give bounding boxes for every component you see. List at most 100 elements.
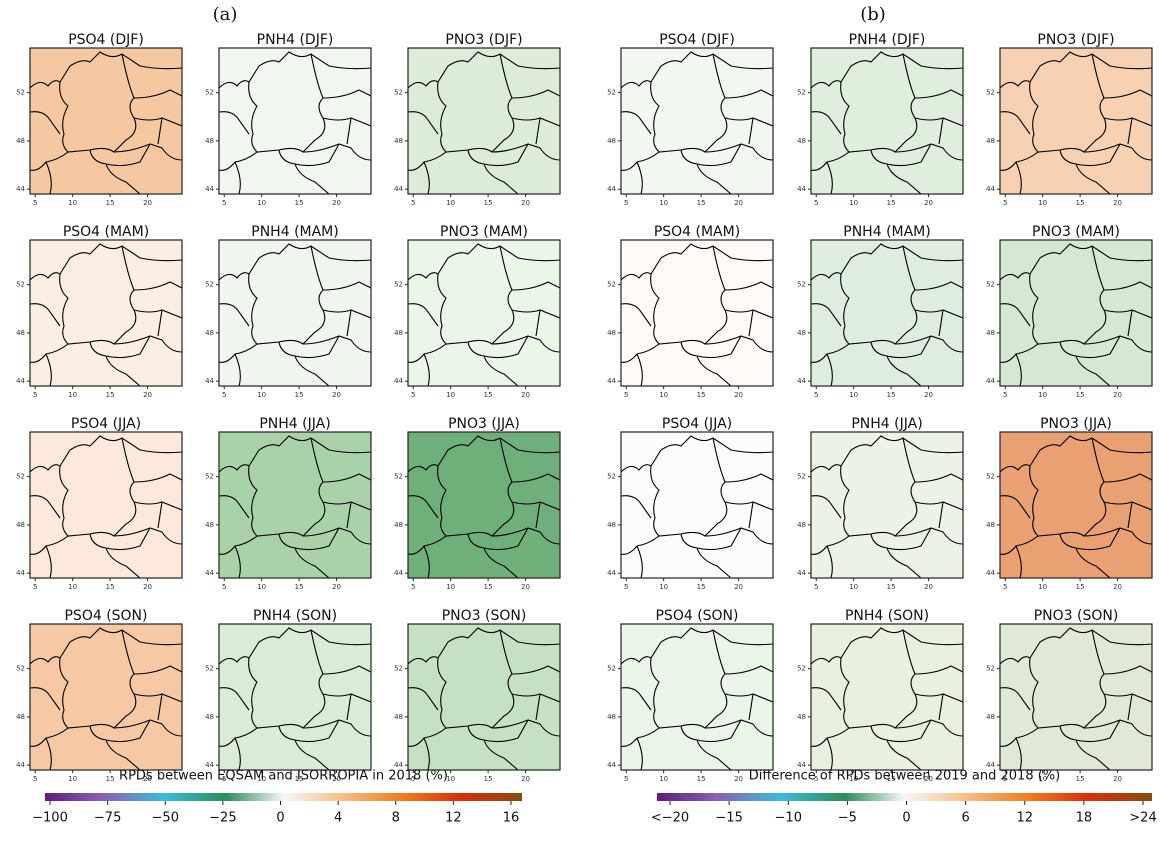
x-tick-label: 5 bbox=[222, 391, 226, 399]
y-tick-label: 48 bbox=[986, 329, 995, 337]
panel-title: PNH4 (DJF) bbox=[257, 32, 334, 48]
y-tick-label: 44 bbox=[607, 185, 616, 193]
x-tick-label: 10 bbox=[68, 583, 77, 591]
map-field bbox=[408, 432, 560, 578]
x-tick-label: 10 bbox=[1038, 199, 1047, 207]
body: { "axes": {"xticks": [5, 10, 15, 20], "y… bbox=[0, 0, 1171, 852]
x-tick-label: 20 bbox=[1113, 583, 1122, 591]
y-tick-label: 44 bbox=[607, 569, 616, 577]
y-tick-label: 44 bbox=[205, 185, 214, 193]
y-tick-label: 44 bbox=[986, 569, 995, 577]
x-tick-label: 5 bbox=[624, 583, 628, 591]
map-field bbox=[30, 48, 182, 194]
x-tick-label: 10 bbox=[659, 775, 668, 783]
y-tick-label: 52 bbox=[205, 473, 214, 481]
map-field bbox=[30, 432, 182, 578]
x-tick-label: 10 bbox=[1038, 391, 1047, 399]
y-tick-label: 48 bbox=[607, 137, 616, 145]
x-tick-label: 10 bbox=[659, 391, 668, 399]
panel-title: PNH4 (JJA) bbox=[851, 416, 922, 432]
x-tick-label: 5 bbox=[33, 199, 37, 207]
map-field bbox=[621, 624, 773, 770]
x-tick-label: 15 bbox=[106, 775, 115, 783]
y-tick-label: 44 bbox=[16, 185, 25, 193]
x-tick-label: 5 bbox=[624, 775, 628, 783]
x-tick-label: 5 bbox=[1003, 583, 1007, 591]
y-tick-label: 52 bbox=[797, 281, 806, 289]
panel-title: PNO3 (DJF) bbox=[445, 32, 522, 48]
y-tick-label: 52 bbox=[394, 665, 403, 673]
colorbar-tick-label: −15 bbox=[715, 811, 742, 826]
panel-title: PNO3 (SON) bbox=[442, 608, 527, 624]
colorbar-tick-label: −10 bbox=[775, 811, 802, 826]
y-tick-label: 48 bbox=[205, 329, 214, 337]
x-tick-label: 20 bbox=[1113, 391, 1122, 399]
x-tick-label: 5 bbox=[411, 391, 415, 399]
x-tick-label: 5 bbox=[1003, 199, 1007, 207]
colorbar-tick-label: 0 bbox=[902, 811, 910, 826]
x-tick-label: 20 bbox=[924, 583, 933, 591]
y-tick-label: 48 bbox=[797, 521, 806, 529]
y-tick-label: 44 bbox=[394, 569, 403, 577]
y-tick-label: 52 bbox=[797, 89, 806, 97]
map-field bbox=[219, 432, 371, 578]
x-tick-label: 15 bbox=[484, 391, 493, 399]
colorbar-tick-label: 12 bbox=[1016, 811, 1033, 826]
x-tick-label: 10 bbox=[849, 583, 858, 591]
y-tick-label: 48 bbox=[394, 329, 403, 337]
y-tick-label: 52 bbox=[205, 665, 214, 673]
x-tick-label: 20 bbox=[734, 199, 743, 207]
x-tick-label: 10 bbox=[68, 391, 77, 399]
x-tick-label: 20 bbox=[143, 583, 152, 591]
x-tick-label: 5 bbox=[814, 391, 818, 399]
x-tick-label: 15 bbox=[1076, 583, 1085, 591]
panel-title: PNH4 (SON) bbox=[253, 608, 337, 624]
panel-title: PNH4 (MAM) bbox=[251, 224, 338, 240]
y-tick-label: 48 bbox=[797, 329, 806, 337]
y-tick-label: 44 bbox=[16, 569, 25, 577]
y-tick-label: 52 bbox=[986, 473, 995, 481]
y-tick-label: 44 bbox=[607, 377, 616, 385]
map-field bbox=[621, 432, 773, 578]
panel-title: PNO3 (JJA) bbox=[1040, 416, 1112, 432]
y-tick-label: 44 bbox=[986, 185, 995, 193]
panel-title: PNH4 (SON) bbox=[845, 608, 929, 624]
y-tick-label: 48 bbox=[607, 521, 616, 529]
y-tick-label: 52 bbox=[607, 281, 616, 289]
map-field bbox=[30, 240, 182, 386]
x-tick-label: 15 bbox=[1076, 775, 1085, 783]
panel-title: PSO4 (MAM) bbox=[63, 224, 149, 240]
x-tick-label: 20 bbox=[924, 391, 933, 399]
y-tick-label: 48 bbox=[394, 521, 403, 529]
map-field bbox=[1000, 240, 1152, 386]
x-tick-label: 10 bbox=[446, 391, 455, 399]
x-tick-label: 5 bbox=[33, 775, 37, 783]
y-tick-label: 52 bbox=[986, 665, 995, 673]
panel-title: PNH4 (DJF) bbox=[849, 32, 926, 48]
x-tick-label: 10 bbox=[257, 583, 266, 591]
y-tick-label: 48 bbox=[394, 137, 403, 145]
x-tick-label: 10 bbox=[849, 199, 858, 207]
y-tick-label: 52 bbox=[16, 89, 25, 97]
panel-title: PSO4 (SON) bbox=[655, 608, 738, 624]
x-tick-label: 5 bbox=[411, 583, 415, 591]
y-tick-label: 52 bbox=[607, 665, 616, 673]
y-tick-label: 52 bbox=[797, 473, 806, 481]
x-tick-label: 5 bbox=[624, 199, 628, 207]
y-tick-label: 48 bbox=[986, 521, 995, 529]
y-tick-label: 44 bbox=[16, 761, 25, 769]
map-field bbox=[811, 432, 963, 578]
map-field bbox=[408, 624, 560, 770]
x-tick-label: 10 bbox=[68, 199, 77, 207]
x-tick-label: 20 bbox=[734, 775, 743, 783]
colorbar-tick-label: −5 bbox=[838, 811, 857, 826]
map-field bbox=[811, 48, 963, 194]
x-tick-label: 20 bbox=[143, 199, 152, 207]
map-field bbox=[408, 240, 560, 386]
panel-title: PSO4 (MAM) bbox=[654, 224, 740, 240]
x-tick-label: 5 bbox=[814, 583, 818, 591]
x-tick-label: 5 bbox=[1003, 391, 1007, 399]
colorbar-tick-label: 12 bbox=[445, 811, 462, 826]
map-field bbox=[1000, 48, 1152, 194]
group-label: (b) bbox=[860, 4, 886, 25]
